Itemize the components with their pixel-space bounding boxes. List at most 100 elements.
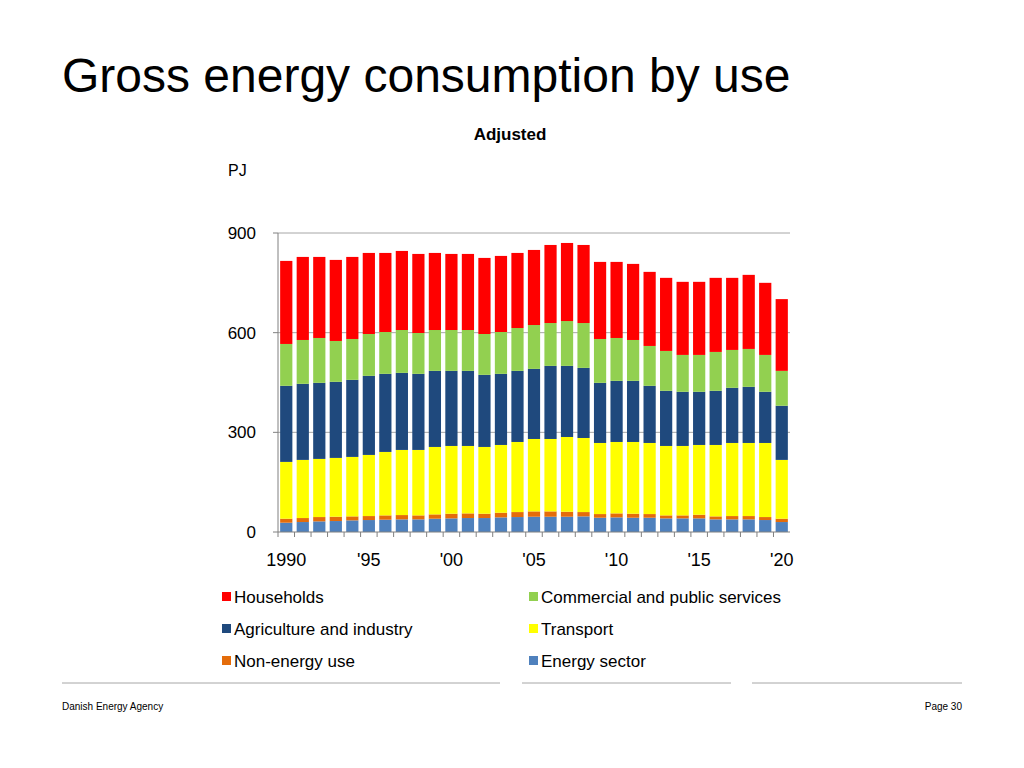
- bar-segment: [660, 278, 672, 351]
- bar-segment: [346, 257, 358, 339]
- y-tick-label: 600: [228, 324, 256, 343]
- bar-segment: [627, 442, 639, 514]
- x-tick: [459, 532, 460, 537]
- legend-swatch: [222, 624, 231, 633]
- bar-segment: [544, 511, 556, 516]
- bar-segment: [429, 253, 441, 330]
- bar-segment: [330, 382, 342, 458]
- bar-segment: [363, 516, 375, 520]
- bar-segment: [644, 272, 656, 346]
- bar-segment: [330, 341, 342, 382]
- bar-segment: [462, 513, 474, 518]
- bar-segment: [528, 325, 540, 369]
- bar-segment: [412, 450, 424, 515]
- bar-segment: [660, 518, 672, 532]
- bar-segment: [346, 457, 358, 516]
- y-tick-label: 300: [228, 423, 256, 442]
- bar-segment: [396, 450, 408, 515]
- bar-segment: [445, 518, 457, 532]
- bar-segment: [693, 282, 705, 355]
- x-tick: [591, 532, 592, 537]
- bar-segment: [627, 340, 639, 381]
- footer-source: Danish Energy Agency: [62, 701, 163, 712]
- bar-segment: [412, 333, 424, 374]
- bar-segment: [577, 512, 589, 516]
- x-axis: [278, 532, 790, 533]
- x-tick-label: '95: [357, 550, 380, 570]
- bar-segment: [280, 519, 292, 523]
- legend-swatch: [222, 592, 231, 601]
- bar-segment: [396, 373, 408, 450]
- bar-segment: [495, 513, 507, 518]
- bar-segment: [743, 519, 755, 532]
- bar-segment: [445, 446, 457, 514]
- bar-segment: [478, 334, 490, 375]
- x-tick: [773, 532, 774, 537]
- bar-segment: [511, 371, 523, 442]
- legend-swatch: [222, 656, 231, 665]
- bar-segment: [313, 383, 325, 459]
- bar-segment: [528, 250, 540, 325]
- x-tick: [674, 532, 675, 537]
- bar-segment: [412, 515, 424, 519]
- bar-segment: [429, 371, 441, 447]
- bar-segment: [561, 517, 573, 532]
- bar-segment: [693, 518, 705, 532]
- bar-segment: [363, 376, 375, 455]
- bar-segment: [478, 518, 490, 532]
- bar-segment: [610, 517, 622, 532]
- footer-rule: [522, 683, 731, 684]
- x-tick: [393, 532, 394, 537]
- bar-segment: [297, 340, 309, 384]
- bar-segment: [396, 515, 408, 519]
- bar-segment: [412, 254, 424, 333]
- bar-segment: [610, 262, 622, 338]
- legend-label: Agriculture and industry: [234, 620, 413, 639]
- bar-segment: [759, 392, 771, 443]
- bar-segment: [577, 368, 589, 438]
- footer-rule: [752, 683, 962, 684]
- y-axis: [278, 233, 279, 532]
- bar-segment: [627, 518, 639, 532]
- bar-segment: [462, 371, 474, 446]
- bar-segment: [462, 518, 474, 532]
- grid-line: [278, 233, 790, 234]
- bar-segment: [677, 392, 689, 446]
- bar-segment: [644, 514, 656, 518]
- bar-segment: [627, 264, 639, 340]
- bar-segment: [544, 323, 556, 366]
- bar-segment: [363, 455, 375, 516]
- bar-segment: [710, 516, 722, 519]
- bar-segment: [544, 517, 556, 532]
- slide: Gross energy consumption by useAdjustedP…: [0, 0, 1024, 768]
- bar-segment: [478, 447, 490, 514]
- bar-segment: [644, 443, 656, 514]
- legend-label: Households: [234, 588, 324, 607]
- bar-segment: [677, 282, 689, 355]
- x-tick: [723, 532, 724, 537]
- bar-segment: [495, 374, 507, 445]
- bar-segment: [511, 253, 523, 328]
- bar-segment: [330, 260, 342, 341]
- bar-segment: [627, 514, 639, 518]
- x-tick: [509, 532, 510, 537]
- x-tick: [443, 532, 444, 537]
- bar-segment: [759, 355, 771, 392]
- legend-label: Transport: [541, 620, 613, 639]
- bar-segment: [610, 442, 622, 513]
- x-tick: [657, 532, 658, 537]
- bar-segment: [528, 369, 540, 439]
- bar-segment: [429, 447, 441, 514]
- x-tick: [740, 532, 741, 537]
- bar-segment: [363, 520, 375, 532]
- x-tick-label: '20: [770, 550, 793, 570]
- bar-segment: [660, 446, 672, 515]
- bar-segment: [577, 438, 589, 512]
- bar-segment: [412, 519, 424, 532]
- legend-label: Energy sector: [541, 652, 646, 671]
- bar-segment: [759, 517, 771, 520]
- bar-segment: [693, 515, 705, 519]
- footer-rule: [62, 683, 500, 684]
- bar-segment: [561, 366, 573, 437]
- bar-segment: [726, 519, 738, 532]
